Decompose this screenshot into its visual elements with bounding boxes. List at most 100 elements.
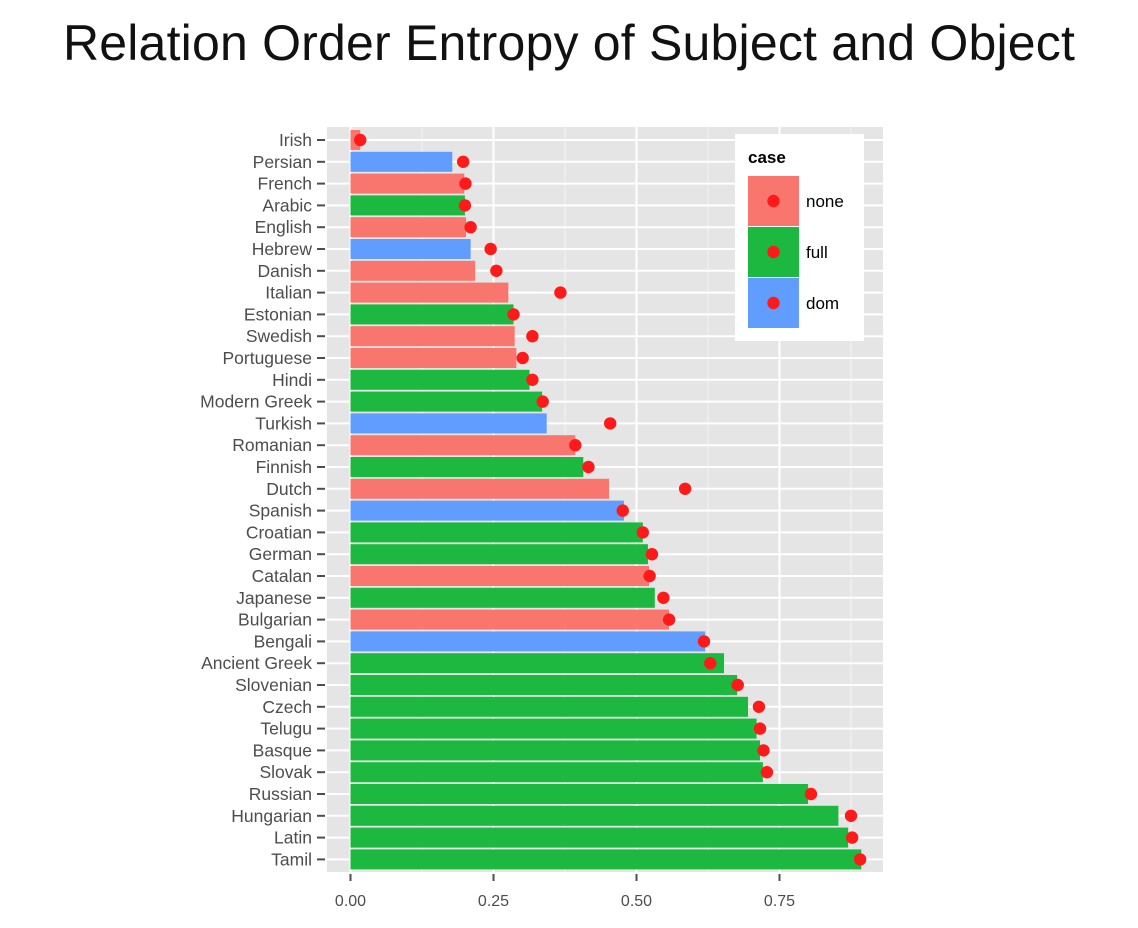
bar-persian <box>350 151 453 172</box>
y-tick-label: Dutch <box>266 479 312 499</box>
x-tick-label: 0.50 <box>621 893 652 910</box>
bar-portuguese <box>350 348 517 368</box>
legend-label-dom: dom <box>806 294 839 313</box>
bar-estonian <box>350 304 514 325</box>
point-latin <box>845 831 859 844</box>
point-bulgarian <box>662 613 676 626</box>
point-estonian <box>507 308 520 321</box>
point-danish <box>490 264 503 277</box>
bar-basque <box>350 740 761 761</box>
point-czech <box>752 700 766 713</box>
bar-spanish <box>350 500 624 521</box>
bar-swedish <box>350 326 515 347</box>
y-tick-label: Finnish <box>256 457 312 477</box>
legend-label-none: none <box>806 192 844 211</box>
point-spanish <box>616 504 629 517</box>
bar-bengali <box>350 631 706 652</box>
point-arabic <box>458 199 472 212</box>
bar-russian <box>350 784 809 804</box>
x-axis: 0.00 0.25 0.50 0.75 <box>335 874 795 910</box>
bar-hindi <box>350 369 530 390</box>
point-basque <box>757 744 770 757</box>
y-tick-label: Italian <box>265 283 312 303</box>
point-slovenian <box>731 678 744 692</box>
bar-dutch <box>350 478 610 499</box>
y-tick-label: Estonian <box>244 304 312 324</box>
bar-danish <box>350 260 476 281</box>
y-tick-label: Turkish <box>255 413 312 433</box>
bar-latin <box>350 827 849 848</box>
point-english <box>464 221 477 234</box>
bar-tamil <box>350 849 862 870</box>
bar-ancient-greek <box>350 653 725 674</box>
y-tick-label: Ancient Greek <box>201 653 312 673</box>
bar-german <box>350 544 648 565</box>
y-tick-label: Slovak <box>259 762 312 782</box>
point-dutch <box>678 482 692 495</box>
legend-label-full: full <box>806 243 828 262</box>
x-tick-label: 0.25 <box>478 893 509 910</box>
y-tick-label: Swedish <box>246 326 312 346</box>
point-irish <box>354 133 367 147</box>
y-tick-label: Irish <box>279 130 312 150</box>
y-tick-label: Croatian <box>246 522 312 542</box>
point-hungarian <box>844 809 858 822</box>
y-tick-label: Danish <box>258 261 312 281</box>
bar-arabic <box>350 195 465 216</box>
bar-finnish <box>350 457 584 477</box>
point-swedish <box>526 330 539 343</box>
legend-point-none <box>767 194 780 208</box>
bar-hebrew <box>350 239 471 259</box>
point-romanian <box>569 439 582 452</box>
chart-title: Relation Order Entropy of Subject and Ob… <box>62 15 1076 71</box>
legend-point-full <box>767 245 780 259</box>
y-tick-label: English <box>255 217 312 237</box>
y-tick-label: Czech <box>262 697 312 717</box>
y-tick-label: Persian <box>253 152 312 172</box>
points <box>354 133 867 866</box>
point-hebrew <box>484 242 497 256</box>
y-tick-label: Tamil <box>271 849 312 869</box>
bar-modern-greek <box>350 391 543 412</box>
point-italian <box>554 286 567 299</box>
point-ancient-greek <box>704 657 717 670</box>
legend: case none full dom <box>735 134 864 341</box>
bar-turkish <box>350 413 547 434</box>
y-tick-label: German <box>249 544 312 564</box>
x-tick-label: 0.75 <box>764 893 795 910</box>
y-tick-label: Bulgarian <box>238 610 312 630</box>
y-tick-label: French <box>258 174 312 194</box>
point-russian <box>804 787 818 801</box>
y-tick-label: Romanian <box>232 435 312 455</box>
legend-title: case <box>748 148 786 167</box>
bar-hungarian <box>350 805 839 826</box>
y-tick-label: Portuguese <box>222 348 312 368</box>
bar-bulgarian <box>350 609 670 630</box>
point-french <box>459 177 472 190</box>
y-tick-label: Latin <box>274 828 312 848</box>
y-tick-label: Slovenian <box>235 675 312 695</box>
point-german <box>645 548 659 561</box>
point-portuguese <box>516 351 529 365</box>
y-tick-label: Basque <box>253 740 312 760</box>
bar-french <box>350 173 465 194</box>
point-japanese <box>657 591 670 604</box>
bars <box>350 130 862 870</box>
legend-point-dom <box>767 296 780 310</box>
bar-slovenian <box>350 675 738 695</box>
point-turkish <box>603 417 617 430</box>
bar-japanese <box>350 587 655 608</box>
y-axis: IrishPersianFrenchArabicEnglishHebrewDan… <box>200 130 325 869</box>
bar-czech <box>350 696 749 717</box>
bar-catalan <box>350 566 650 586</box>
point-croatian <box>636 526 649 539</box>
point-persian <box>456 155 470 168</box>
x-tick-label: 0.00 <box>335 893 366 910</box>
point-bengali <box>697 635 711 648</box>
point-tamil <box>853 853 867 866</box>
bar-italian <box>350 282 509 303</box>
point-modern-greek <box>536 395 549 408</box>
bar-croatian <box>350 522 643 543</box>
bar-english <box>350 217 467 238</box>
